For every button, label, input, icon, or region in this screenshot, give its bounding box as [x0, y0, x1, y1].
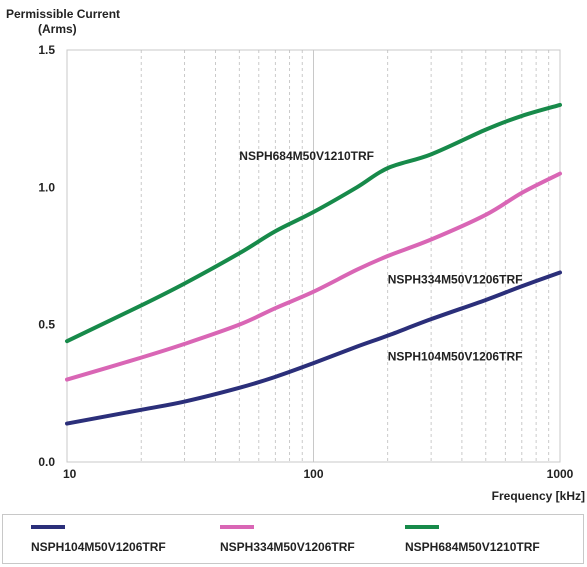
series-line-2 — [65, 171, 562, 382]
x-axis-title: Frequency [kHz] — [492, 489, 585, 503]
legend-swatch-3 — [405, 525, 439, 529]
series-lines — [65, 102, 562, 426]
series-label-1: NSPH104M50V1206TRF — [388, 349, 523, 363]
y-tick-label: 1.5 — [38, 43, 55, 57]
y-axis-title-line-1: Permissible Current — [6, 7, 121, 21]
y-axis-ticks: 0.0 0.5 1.0 1.5 — [38, 43, 55, 469]
y-tick-label: 1.0 — [38, 180, 55, 194]
legend-label-2: NSPH334M50V1206TRF — [220, 540, 355, 554]
line-chart: 0.0 0.5 1.0 1.5 10 100 1000 NSPH104M50V1206TR… — [38, 43, 585, 503]
legend: NSPH104M50V1206TRF NSPH334M50V1206TRF NS… — [2, 514, 584, 564]
x-tick-label: 100 — [303, 467, 323, 481]
x-tick-label: 1000 — [547, 467, 574, 481]
series-line-1 — [65, 270, 562, 426]
legend-label-3: NSPH684M50V1210TRF — [405, 540, 540, 554]
grid-lines — [66, 50, 561, 462]
y-axis-title-line-2: (Arms) — [38, 22, 77, 36]
series-label-3: NSPH684M50V1210TRF — [239, 149, 374, 163]
x-tick-label: 10 — [63, 467, 77, 481]
y-tick-label: 0.5 — [38, 318, 55, 332]
series-label-2: NSPH334M50V1206TRF — [388, 272, 523, 286]
x-axis-ticks: 10 100 1000 — [63, 467, 574, 481]
series-line-3 — [65, 102, 562, 344]
legend-swatch-2 — [220, 525, 254, 529]
y-tick-label: 0.0 — [38, 455, 55, 469]
series-labels: NSPH104M50V1206TRF NSPH334M50V1206TRF NSPH… — [239, 149, 522, 364]
legend-swatch-1 — [31, 525, 65, 529]
legend-label-1: NSPH104M50V1206TRF — [31, 540, 166, 554]
